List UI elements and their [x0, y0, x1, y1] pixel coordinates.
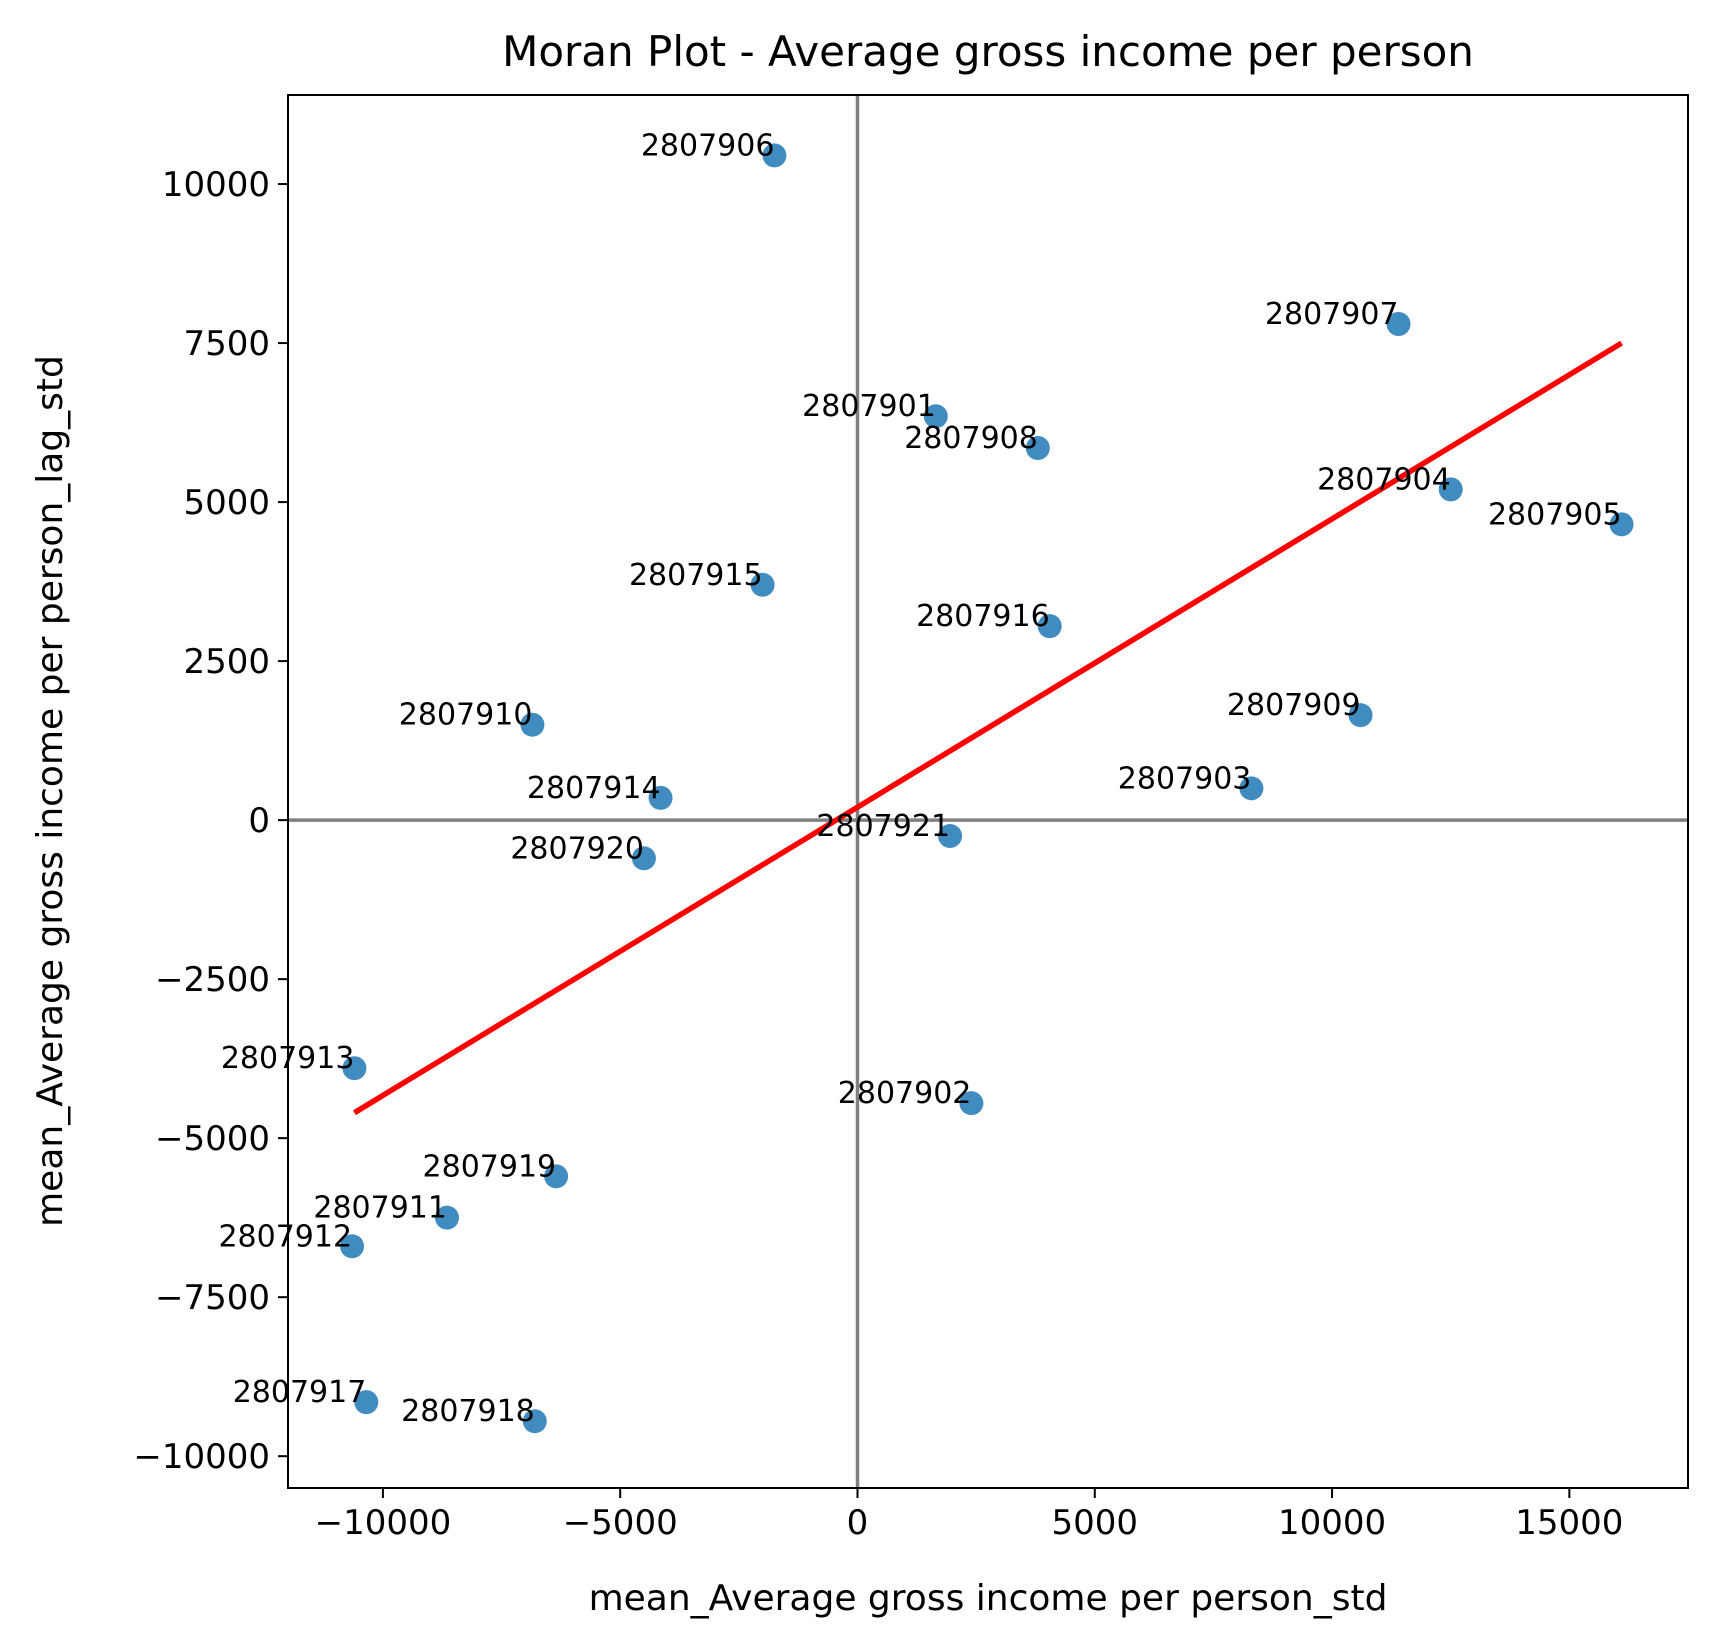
- data-point-2807908: [1025, 436, 1050, 461]
- point-label-2807911: 2807911: [313, 1191, 447, 1226]
- point-label-2807903: 2807903: [1118, 761, 1252, 796]
- y-axis-title: mean_Average gross income per person_lag…: [30, 355, 71, 1227]
- chart-title: Moran Plot - Average gross income per pe…: [502, 27, 1474, 76]
- point-label-2807910: 2807910: [399, 698, 533, 733]
- plot-area: 2807901 2807902 2807903 2807904 2807905 28079…: [218, 95, 1688, 1488]
- y-tick-label: −7500: [155, 1278, 270, 1318]
- x-tick-label: 10000: [1278, 1503, 1386, 1543]
- data-point-2807906: [762, 143, 787, 168]
- data-point-2807904: [1438, 477, 1463, 502]
- point-label-2807901: 2807901: [802, 389, 936, 424]
- point-label-2807904: 2807904: [1317, 462, 1451, 497]
- point-label-2807906: 2807906: [641, 128, 775, 163]
- point-label-2807921: 2807921: [816, 809, 950, 844]
- data-point-2807901: [923, 404, 948, 429]
- point-label-2807920: 2807920: [510, 831, 644, 866]
- y-tick-label: 7500: [183, 324, 270, 364]
- data-point-2807912: [340, 1234, 365, 1259]
- y-tick-label: −2500: [155, 960, 270, 1000]
- data-point-2807919: [544, 1164, 569, 1189]
- data-point-2807917: [354, 1390, 379, 1415]
- y-tick-label: 2500: [183, 642, 270, 682]
- data-point-2807915: [750, 572, 775, 597]
- y-tick-label: −5000: [155, 1119, 270, 1159]
- data-point-2807909: [1348, 703, 1373, 728]
- data-point-2807921: [938, 824, 963, 849]
- point-label-2807914: 2807914: [527, 771, 661, 806]
- axis-ticks: −10000 −5000 0 5000 10000 15000 −10000 −7500 −50…: [133, 165, 1623, 1543]
- point-label-2807907: 2807907: [1265, 297, 1399, 332]
- point-label-2807909: 2807909: [1227, 688, 1361, 723]
- point-label-2807912: 2807912: [218, 1219, 352, 1254]
- data-point-2807911: [434, 1205, 459, 1230]
- data-point-2807918: [522, 1409, 547, 1434]
- y-tick-label: 10000: [162, 165, 270, 205]
- x-tick-label: 5000: [1052, 1503, 1139, 1543]
- x-tick-label: 0: [847, 1503, 869, 1543]
- data-point-2807905: [1609, 512, 1634, 537]
- regression-line: [353, 340, 1623, 1116]
- data-point-2807903: [1239, 776, 1264, 801]
- point-label-2807908: 2807908: [904, 421, 1038, 456]
- data-point-2807920: [631, 846, 656, 871]
- point-label-2807918: 2807918: [401, 1394, 535, 1429]
- point-label-2807915: 2807915: [629, 558, 763, 593]
- x-tick-label: −10000: [315, 1503, 452, 1543]
- x-tick-label: −5000: [563, 1503, 678, 1543]
- point-label-2807902: 2807902: [838, 1076, 972, 1111]
- data-point-2807916: [1037, 614, 1062, 639]
- x-tick-label: 15000: [1515, 1503, 1623, 1543]
- data-point-2807913: [342, 1056, 367, 1081]
- y-tick-label: −10000: [133, 1437, 270, 1477]
- point-label-2807919: 2807919: [423, 1149, 557, 1184]
- plot-frame: [287, 94, 1689, 1489]
- x-axis-title: mean_Average gross income per person_std: [589, 1578, 1388, 1619]
- y-tick-label: 0: [248, 801, 270, 841]
- data-point-2807910: [520, 712, 545, 737]
- data-point-2807902: [959, 1091, 984, 1116]
- point-label-2807916: 2807916: [916, 599, 1050, 634]
- point-label-2807905: 2807905: [1488, 497, 1622, 532]
- y-tick-label: 5000: [183, 483, 270, 523]
- data-point-2807907: [1386, 311, 1411, 336]
- data-point-2807914: [648, 785, 673, 810]
- point-label-2807917: 2807917: [233, 1375, 367, 1410]
